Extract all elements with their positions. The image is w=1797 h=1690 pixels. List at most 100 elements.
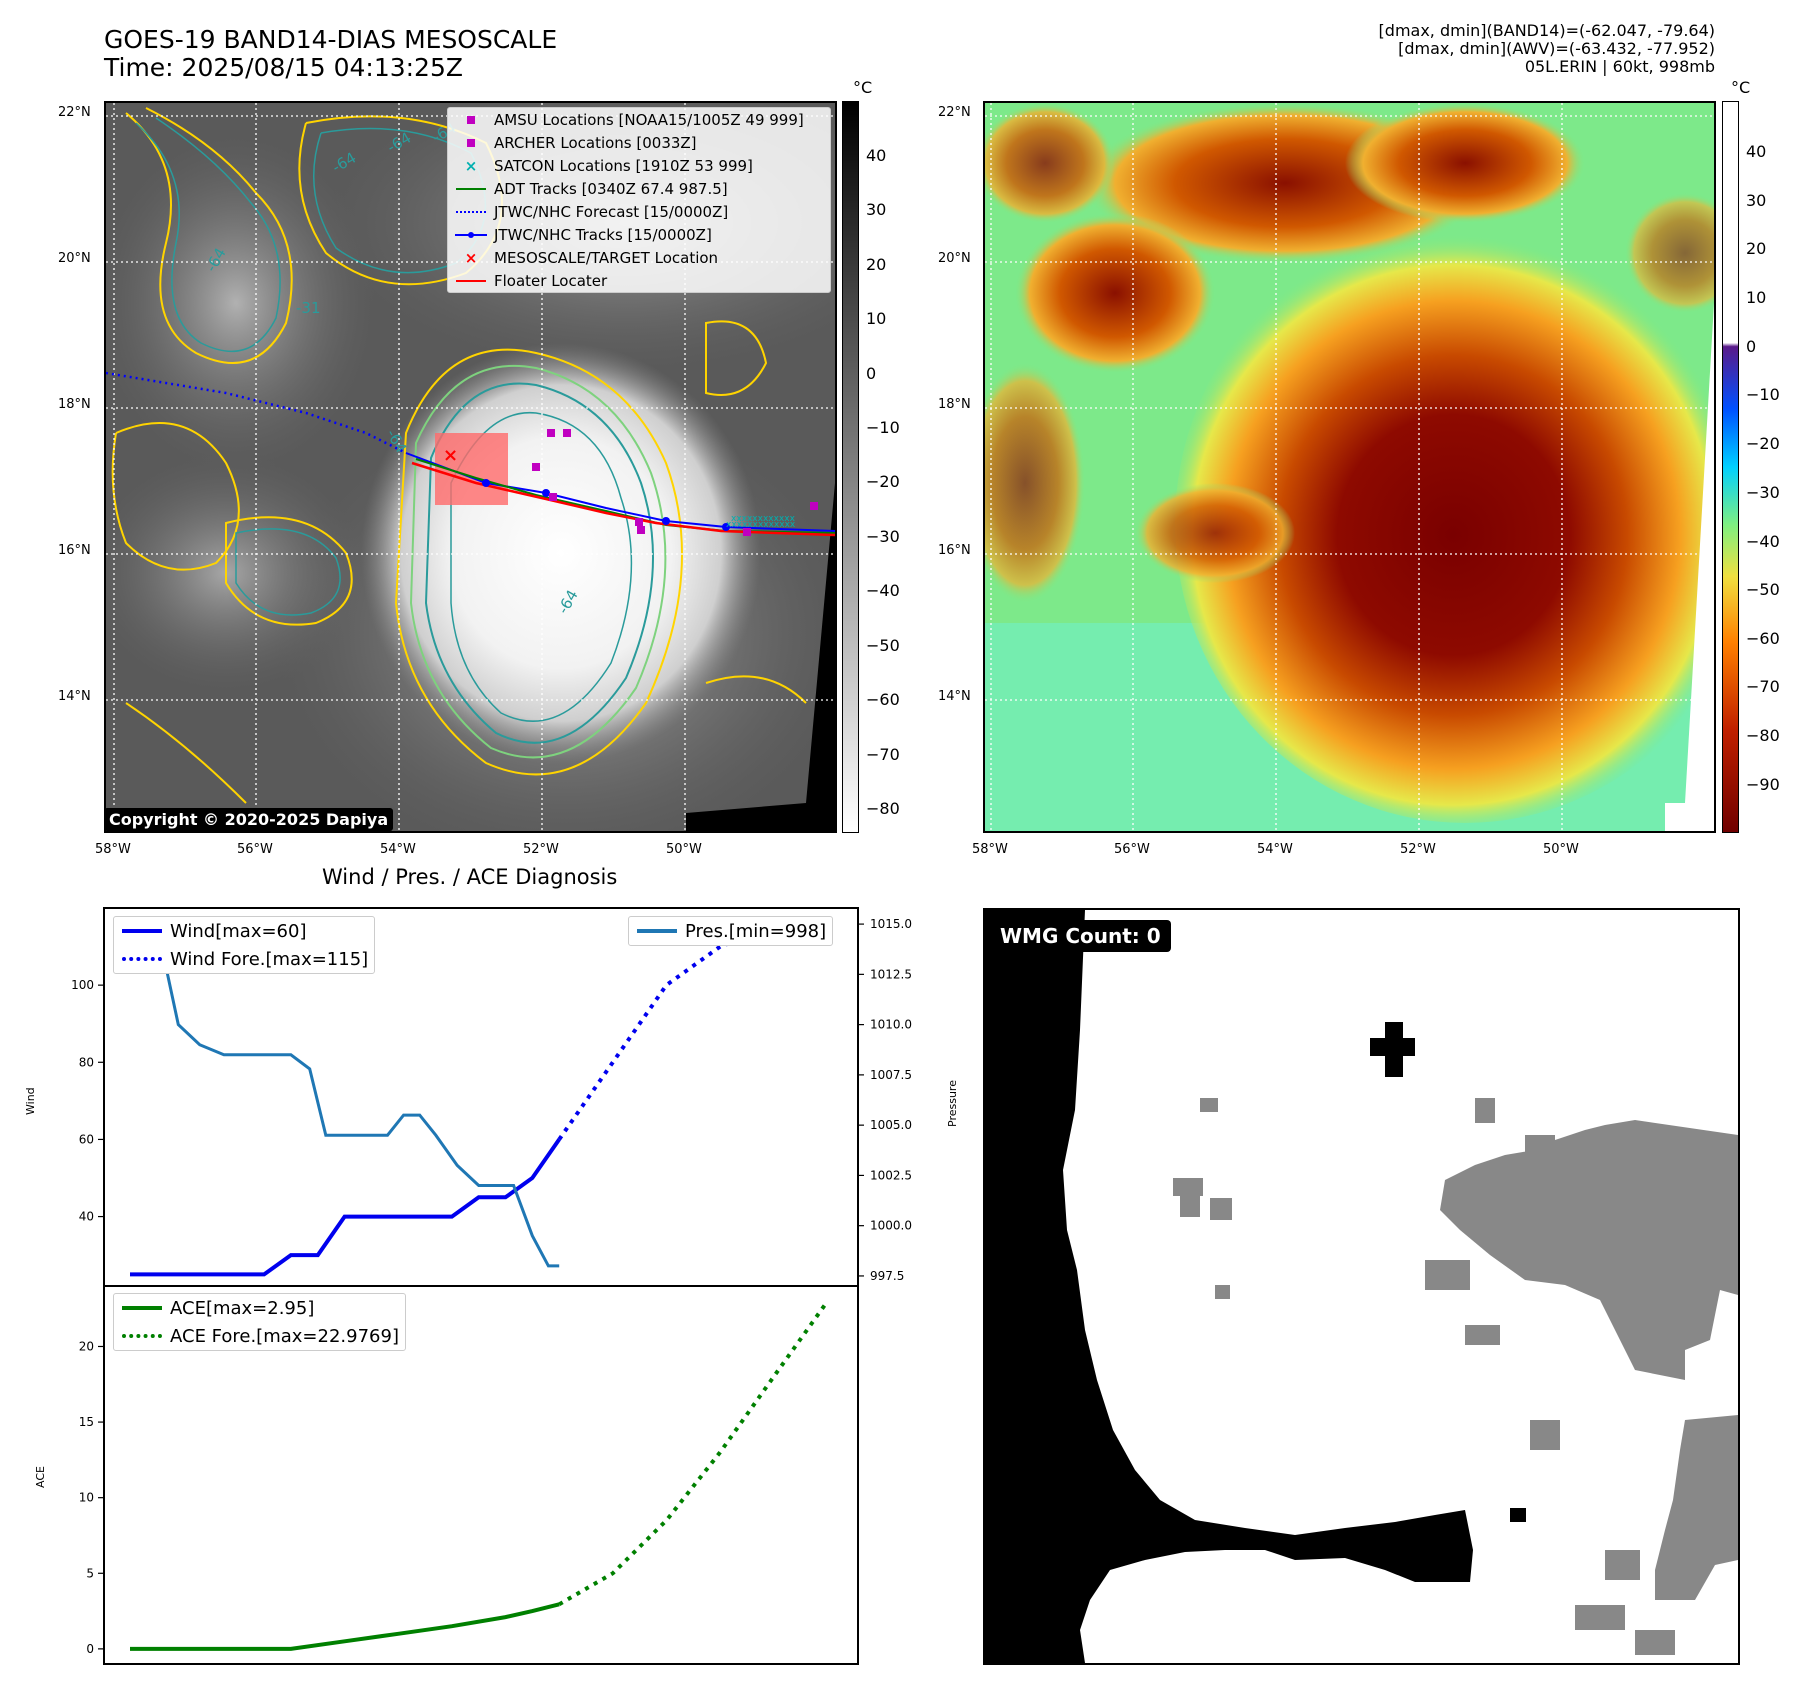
diag-title: Wind / Pres. / ACE Diagnosis: [322, 865, 618, 889]
ir-cbar-tick: −30: [866, 527, 900, 546]
svg-text:xxxxxxxxxxxxx: xxxxxxxxxxxxx: [726, 520, 796, 530]
ir-lat-tick: 14°N: [58, 689, 91, 704]
wind-ytick-label: 60: [79, 1132, 94, 1146]
legend-pressure: Pres.[min=998]: [629, 917, 832, 945]
legend-amsu: AMSU Locations [NOAA15/1005Z 49 999]: [448, 108, 830, 131]
awv-cbar-tick: 30: [1746, 191, 1767, 210]
ir-cbar-tick: −80: [866, 799, 900, 818]
legend-floater: Floater Locater: [448, 269, 830, 292]
ace-ytick-label: 5: [86, 1566, 94, 1580]
wmg-count-badge: WMG Count: 0: [990, 920, 1171, 952]
awv-cbar-tick: −20: [1746, 434, 1780, 453]
wind-ytick-label: 100: [71, 978, 94, 992]
awv-map-panel: [983, 101, 1716, 833]
ir-cbar-tick: −10: [866, 418, 900, 437]
awv-lon-tick: 50°W: [1543, 842, 1579, 857]
pressure-ytick-label: 1000.0: [870, 1219, 912, 1233]
storm-info: [dmax, dmin](BAND14)=(-62.047, -79.64) […: [1379, 22, 1715, 76]
wmg-panel: [983, 908, 1740, 1665]
awv-lon-tick: 56°W: [1114, 842, 1150, 857]
awv-colorbar-unit: °C: [1731, 78, 1751, 97]
pressure-ytick-label: 1015.0: [870, 917, 912, 931]
ir-cbar-tick: −70: [866, 745, 900, 764]
awv-lon-tick: 58°W: [972, 842, 1008, 857]
ir-cbar-tick: 40: [866, 146, 887, 165]
ace-axes-frame: [103, 1285, 859, 1665]
awv-cbar-tick: −70: [1746, 677, 1780, 696]
awv-cbar-tick: −40: [1746, 532, 1780, 551]
legend-satcon: × SATCON Locations [1910Z 53 999]: [464, 156, 753, 175]
legend-target: × MESOSCALE/TARGET Location: [464, 248, 719, 267]
awv-map-image: [985, 103, 1714, 831]
ir-cbar-tick: 30: [866, 200, 887, 219]
wind-ytick-label: 80: [79, 1055, 94, 1069]
awv-cbar-tick: 10: [1746, 288, 1767, 307]
pressure-ytick-label: 1012.5: [870, 967, 912, 981]
ir-map-panel: -64 -64 -64 -64 -64 -64 -31 xxxxxxxxxxxx…: [104, 101, 837, 833]
awv-cbar-tick: −30: [1746, 483, 1780, 502]
awv-lon-tick: 52°W: [1400, 842, 1436, 857]
awv-cbar-tick: 40: [1746, 142, 1767, 161]
awv-colorbar: [1722, 101, 1739, 833]
ace-series-0: [130, 1602, 560, 1651]
ir-lon-tick: 58°W: [95, 842, 131, 857]
info-line-3: 05L.ERIN | 60kt, 998mb: [1524, 57, 1715, 76]
ace-ytick-label: 15: [79, 1415, 94, 1429]
floater-track: [411, 461, 835, 537]
legend-archer: ARCHER Locations [0033Z]: [448, 131, 830, 154]
pressure-ytick-label: 1007.5: [870, 1068, 912, 1082]
ace-legend: ACE[max=2.95] ACE Fore.[max=22.9769]: [113, 1293, 406, 1351]
ir-lon-tick: 54°W: [380, 842, 416, 857]
pressure-ytick-label: 1005.0: [870, 1118, 912, 1132]
svg-text:xxxxxxxxxxxx: xxxxxxxxxxxx: [731, 514, 796, 524]
ir-colorbar: [842, 101, 859, 833]
awv-lat-tick: 16°N: [938, 543, 971, 558]
ir-legend: AMSU Locations [NOAA15/1005Z 49 999] ARC…: [447, 107, 831, 293]
ace-ytick-label: 10: [79, 1491, 94, 1505]
ir-lat-tick: 16°N: [58, 543, 91, 558]
ir-lat-tick: 20°N: [58, 251, 91, 266]
pressure-legend: Pres.[min=998]: [628, 916, 834, 946]
contour-label: -31: [296, 299, 321, 317]
awv-cbar-tick: −90: [1746, 775, 1780, 794]
ir-cbar-tick: 20: [866, 255, 887, 274]
ir-cbar-tick: −20: [866, 472, 900, 491]
pressure-ytick-label: 1002.5: [870, 1168, 912, 1182]
awv-cbar-tick: −50: [1746, 580, 1780, 599]
title-line-1: GOES-19 BAND14-DIAS MESOSCALE: [104, 25, 558, 54]
wind-ytick-label: 40: [79, 1210, 94, 1224]
wind-ylabel: Wind: [24, 1087, 37, 1115]
ir-cbar-tick: 0: [866, 364, 877, 383]
legend-adt: ADT Tracks [0340Z 67.4 987.5]: [448, 177, 830, 200]
wmg-image: [985, 910, 1738, 1663]
ir-colorbar-unit: °C: [853, 78, 873, 97]
awv-cbar-tick: −60: [1746, 629, 1780, 648]
ace-ytick-label: 0: [86, 1642, 94, 1656]
ir-lat-tick: 22°N: [58, 105, 91, 120]
ir-cbar-tick: −60: [866, 690, 900, 709]
forecast-track: [106, 371, 407, 455]
awv-lat-tick: 18°N: [938, 397, 971, 412]
wind-series-0: [130, 1138, 561, 1277]
wind-series-1: [557, 925, 828, 1141]
info-line-1: [dmax, dmin](BAND14)=(-62.047, -79.64): [1378, 21, 1715, 40]
legend-wind-forecast: Wind Fore.[max=115]: [114, 945, 374, 973]
awv-cbar-tick: 20: [1746, 239, 1767, 258]
pressure-ylabel: Pressure: [946, 1080, 959, 1127]
pressure-ytick-label: 997.5: [870, 1269, 904, 1283]
pressure-series-0: [130, 922, 560, 1268]
info-line-2: [dmax, dmin](AWV)=(-63.432, -77.952): [1398, 39, 1715, 58]
copyright-label: Copyright © 2020-2025 Dapiya: [104, 808, 394, 831]
awv-lat-tick: 22°N: [938, 105, 971, 120]
awv-lon-tick: 54°W: [1257, 842, 1293, 857]
awv-cbar-tick: −10: [1746, 385, 1780, 404]
ace-ytick-label: 20: [79, 1339, 94, 1353]
legend-wind: Wind[max=60]: [114, 917, 374, 945]
ir-lat-tick: 18°N: [58, 397, 91, 412]
ir-cbar-tick: −40: [866, 581, 900, 600]
awv-lat-tick: 14°N: [938, 689, 971, 704]
figure-title: GOES-19 BAND14-DIAS MESOSCALE Time: 2025…: [104, 26, 557, 82]
ir-lon-tick: 50°W: [666, 842, 702, 857]
ace-ylabel: ACE: [34, 1466, 47, 1488]
